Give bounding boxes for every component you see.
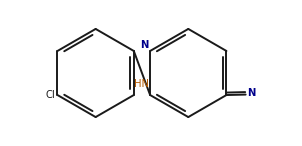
Text: N: N: [140, 40, 148, 50]
Text: HN: HN: [134, 79, 149, 89]
Text: N: N: [247, 88, 255, 98]
Text: Cl: Cl: [45, 90, 55, 100]
